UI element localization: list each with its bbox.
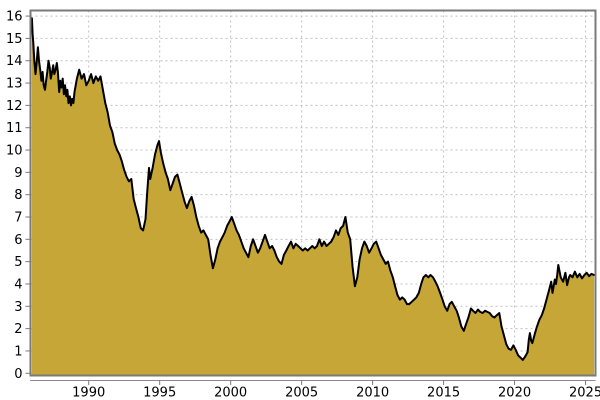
y-tick-label: 5 xyxy=(14,255,22,270)
x-tick-label: 2010 xyxy=(356,386,389,400)
y-tick-label: 6 xyxy=(14,233,22,248)
x-tick-label: 2000 xyxy=(214,386,247,400)
y-tick-label: 12 xyxy=(6,99,23,114)
x-tick-label: 2015 xyxy=(427,386,460,400)
y-tick-label: 11 xyxy=(6,121,23,136)
y-tick-label: 15 xyxy=(6,32,23,47)
y-tick-label: 2 xyxy=(14,322,22,337)
y-tick-label: 10 xyxy=(6,144,23,159)
y-tick-label: 16 xyxy=(6,10,23,25)
y-tick-label: 9 xyxy=(14,166,22,181)
x-tick-label: 1990 xyxy=(72,386,105,400)
area-fill xyxy=(31,18,595,376)
y-tick-label: 8 xyxy=(14,188,22,203)
grid-layer xyxy=(30,10,596,376)
y-tick-label: 14 xyxy=(6,54,23,69)
y-tick-label: 3 xyxy=(14,300,22,315)
x-tick-label: 2020 xyxy=(498,386,531,400)
y-tick-label: 1 xyxy=(14,344,22,359)
series-line xyxy=(30,17,596,361)
y-tick-label: 13 xyxy=(6,77,23,92)
y-tick-label: 4 xyxy=(14,277,22,292)
x-axis: 1990 1995 2000 2005 2010 2015 2020 2025 xyxy=(72,380,600,400)
x-tick-label: 2005 xyxy=(285,386,318,400)
plot-frame xyxy=(29,9,597,377)
y-tick-label: 0 xyxy=(14,367,22,382)
x-tick-label: 1995 xyxy=(143,386,176,400)
y-tick-label: 7 xyxy=(14,210,22,225)
x-tick-label: 2025 xyxy=(569,386,600,400)
